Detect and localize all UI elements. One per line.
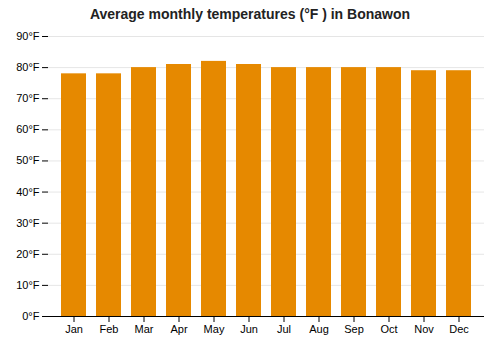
html-text:Average monthly temperatures (: Average monthly temperatures (°F ) in Bo… bbox=[89, 6, 411, 22]
svg-text:Apr: Apr bbox=[170, 323, 187, 335]
svg-text:Jun: Jun bbox=[240, 323, 258, 335]
svg-text:Nov: Nov bbox=[414, 323, 434, 335]
svg-text:80°F: 80°F bbox=[16, 61, 40, 73]
svg-text:May: May bbox=[204, 323, 225, 335]
svg-text:Jan: Jan bbox=[65, 323, 83, 335]
svg-text:40°F: 40°F bbox=[16, 186, 40, 198]
svg-text:0°F: 0°F bbox=[22, 310, 40, 322]
svg-text:30°F: 30°F bbox=[16, 217, 40, 229]
svg-text:Oct: Oct bbox=[380, 323, 397, 335]
svg-text:Sep: Sep bbox=[344, 323, 364, 335]
svg-text:60°F: 60°F bbox=[16, 123, 40, 135]
svg-text:Dec: Dec bbox=[449, 323, 469, 335]
svg-text:70°F: 70°F bbox=[16, 92, 40, 104]
svg-text:10°F: 10°F bbox=[16, 279, 40, 291]
svg-text:90°F: 90°F bbox=[16, 30, 40, 42]
svg-text:50°F: 50°F bbox=[16, 154, 40, 166]
svg-text:Aug: Aug bbox=[309, 323, 329, 335]
svg-text:Mar: Mar bbox=[135, 323, 154, 335]
svg-text:20°F: 20°F bbox=[16, 248, 40, 260]
svg-text:Feb: Feb bbox=[100, 323, 119, 335]
svg-text:Jul: Jul bbox=[277, 323, 291, 335]
